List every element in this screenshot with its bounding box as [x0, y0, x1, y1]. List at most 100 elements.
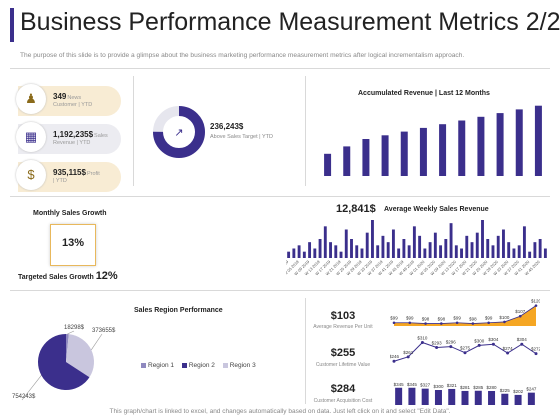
weekly-bar-21 — [397, 248, 401, 258]
acquisition-cost-bar-10 — [527, 392, 535, 405]
divider-lower — [10, 290, 550, 291]
acquisition-cost-label: $285 — [473, 385, 484, 390]
lifetime-value-point — [449, 345, 453, 349]
lifetime-value-point — [477, 343, 481, 347]
lifetime-value-point — [520, 342, 524, 346]
lifetime-value-label: $300 — [474, 338, 485, 343]
weekly-bar-31 — [449, 223, 453, 258]
weekly-bar-45 — [522, 226, 526, 258]
acquisition-cost-bar-4 — [448, 388, 456, 405]
pie-leader-line — [91, 333, 103, 351]
accumulated-bar-11 — [534, 105, 542, 176]
weekly-bar-9 — [334, 245, 338, 258]
weekly-bar-5 — [313, 248, 317, 258]
weekly-bar-3 — [302, 251, 306, 258]
revenue-per-unit-chart: $99 $99 $98 $98 $99 $98 $99 $100 $107 $120 — [390, 299, 540, 326]
money-bag-icon: $ — [16, 160, 46, 190]
weekly-bar-41 — [502, 229, 505, 258]
pie-leader-line — [21, 375, 42, 401]
acquisition-cost-bar-1 — [408, 387, 416, 405]
accumulated-bar-3 — [381, 135, 389, 176]
legend-label-region2: Region 2 — [188, 362, 215, 369]
divider-vertical-1 — [133, 76, 134, 186]
acquisition-cost-value: $284 — [330, 383, 356, 395]
accumulated-bar-1 — [343, 146, 351, 176]
acquisition-cost-label: $345 — [394, 382, 405, 387]
divider-vertical-2 — [305, 76, 306, 186]
weekly-bar-19 — [386, 242, 390, 258]
acquisition-cost-label: $280 — [487, 385, 498, 390]
accumulated-bar-8 — [477, 116, 485, 176]
acquisition-cost-label: $281 — [460, 385, 471, 390]
revenue-per-unit-area — [394, 305, 536, 326]
acquisition-cost-label: Customer Acquisition Cost — [313, 398, 373, 404]
weekly-bar-46 — [528, 251, 532, 258]
weekly-bar-0 — [287, 251, 291, 258]
revenue-per-unit-label: $98 — [422, 317, 430, 322]
legend-swatch-region2 — [181, 362, 187, 368]
weekly-bar-32 — [454, 245, 458, 258]
page-subtitle: The purpose of this slide is to provide … — [20, 52, 465, 59]
lifetime-value-label: Customer Lifetime Value — [315, 362, 371, 368]
revenue-per-unit-label: $99 — [453, 316, 461, 321]
page-title: Business Performance Measurement Metrics… — [20, 8, 560, 36]
title-accent-bar — [10, 8, 14, 42]
divider-middle — [10, 196, 550, 197]
revenue-per-unit-point — [487, 321, 490, 325]
acquisition-cost-label: $247 — [526, 387, 537, 392]
accumulated-bar-9 — [496, 113, 504, 176]
weekly-bar-34 — [465, 235, 469, 258]
lifetime-value-label: $310 — [417, 335, 428, 340]
divider-top — [10, 68, 550, 69]
kpi-customers-label: News — [67, 95, 82, 101]
accumulated-bar-4 — [400, 131, 408, 176]
targeted-growth-value: 12% — [95, 270, 118, 282]
lifetime-value-label: $293 — [432, 340, 443, 345]
weekly-revenue-value: 12,841$ — [336, 203, 376, 215]
kpi-sales-sub: Revenue | YTD — [53, 140, 91, 146]
region-legend: Region 1 Region 2 Region 3 — [135, 362, 256, 369]
divider-vertical-3 — [305, 298, 306, 404]
weekly-bar-36 — [475, 232, 479, 258]
revenue-per-unit-label: $100 — [499, 315, 510, 320]
pie-data-label: 373655$ — [92, 328, 116, 334]
acquisition-cost-bar-0 — [395, 387, 403, 405]
pie-slice-region2 — [38, 334, 90, 390]
kpi-profit-label: Profit — [86, 171, 100, 177]
weekly-bar-30 — [444, 239, 448, 258]
lifetime-value-point — [420, 340, 424, 344]
person-icon: ♟ — [16, 84, 46, 114]
revenue-per-unit-label: Average Revenue Per Unit — [313, 324, 373, 330]
weekly-bar-1 — [292, 248, 296, 258]
pie-data-label: 754243$ — [12, 394, 36, 400]
donut-fill — [153, 106, 205, 158]
weekly-bar-38 — [486, 239, 490, 258]
revenue-per-unit-point — [455, 321, 459, 325]
acquisition-cost-bar-5 — [461, 390, 469, 405]
revenue-per-unit-point — [503, 320, 506, 324]
weekly-bar-10 — [339, 251, 343, 258]
kpi-sales-value: 1,192,235$Sales — [53, 130, 108, 139]
weekly-bar-14 — [360, 248, 364, 258]
acquisition-cost-label: $321 — [447, 383, 458, 388]
kpi-customers-sub: Customer | YTD — [53, 102, 93, 108]
acquisition-cost-bar-3 — [434, 390, 442, 405]
legend-label-region1: Region 1 — [148, 362, 175, 369]
revenue-per-unit-label: $107 — [515, 309, 526, 314]
weekly-bar-42 — [507, 242, 511, 258]
lifetime-value-point — [506, 351, 510, 355]
revenue-per-unit-point — [534, 304, 538, 307]
pie-slice-region3 — [66, 334, 94, 378]
revenue-per-unit-point — [424, 322, 427, 325]
accumulated-revenue-title: Accumulated Revenue | Last 12 Months — [358, 90, 490, 97]
weekly-bar-8 — [329, 242, 332, 258]
lifetime-value-point — [435, 345, 439, 349]
lifetime-value-point — [534, 352, 538, 356]
lifetime-value-point — [392, 359, 396, 363]
legend-swatch-region3 — [222, 362, 228, 368]
weekly-bar-24 — [412, 226, 416, 258]
kpi-profit-value: 935,115$Profit — [53, 168, 100, 177]
sales-target-donut: ↗ — [153, 106, 205, 158]
accumulated-bar-10 — [515, 109, 523, 176]
